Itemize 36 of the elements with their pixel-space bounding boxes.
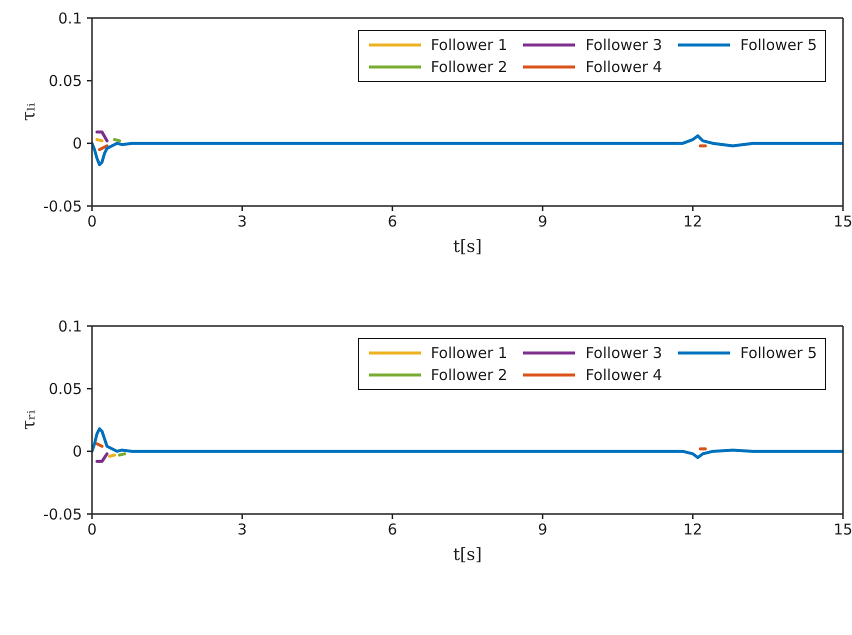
legend-label: Follower 1 <box>430 344 508 362</box>
x-tick-label: 6 <box>388 520 398 539</box>
legend-label: Follower 2 <box>430 366 508 384</box>
x-tick-label: 0 <box>87 520 97 539</box>
y-axis-title: τᵣᵢ <box>18 410 40 430</box>
y-tick-label: 0.1 <box>58 317 82 336</box>
x-tick-label: 0 <box>87 212 97 231</box>
legend-label: Follower 3 <box>585 344 662 362</box>
line-series <box>92 427 843 460</box>
line-series <box>92 134 843 166</box>
legend-label: Follower 4 <box>585 366 662 384</box>
y-tick-label: 0.05 <box>48 72 82 90</box>
x-tick-label: 6 <box>388 212 398 231</box>
legend-label: Follower 5 <box>740 36 817 54</box>
x-tick-label: 12 <box>683 212 702 231</box>
legend-label: Follower 5 <box>740 344 817 362</box>
legend-label: Follower 4 <box>585 58 662 76</box>
x-axis-title: t[s] <box>453 545 482 565</box>
y-tick-label: -0.05 <box>43 505 82 524</box>
y-tick-label: -0.05 <box>43 197 82 216</box>
legend-label: Follower 2 <box>430 58 508 76</box>
x-tick-label: 12 <box>683 520 702 539</box>
y-tick-label: 0.05 <box>48 380 82 398</box>
y-tick-label: 0 <box>72 134 82 153</box>
y-axis-title: τₗᵢ <box>18 102 40 121</box>
x-tick-label: 9 <box>538 520 548 539</box>
legend-label: Follower 3 <box>585 36 662 54</box>
y-tick-label: 0.1 <box>58 9 82 28</box>
x-tick-label: 15 <box>833 212 852 231</box>
x-tick-label: 3 <box>237 212 247 231</box>
x-tick-label: 15 <box>833 520 852 539</box>
x-axis-title: t[s] <box>453 237 482 257</box>
x-tick-label: 9 <box>538 212 548 231</box>
y-tick-label: 0 <box>72 442 82 461</box>
legend-label: Follower 1 <box>430 36 508 54</box>
x-tick-label: 3 <box>237 520 247 539</box>
